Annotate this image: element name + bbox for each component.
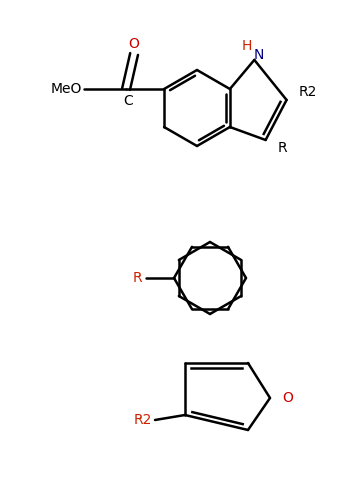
Text: MeO: MeO xyxy=(51,82,82,96)
Text: R2: R2 xyxy=(134,413,152,427)
Text: C: C xyxy=(123,94,133,108)
Text: O: O xyxy=(282,391,293,405)
Text: R2: R2 xyxy=(299,85,317,99)
Text: O: O xyxy=(128,37,139,51)
Text: H: H xyxy=(241,39,252,53)
Text: R: R xyxy=(132,271,142,285)
Text: R: R xyxy=(277,141,287,155)
Text: N: N xyxy=(253,48,264,62)
